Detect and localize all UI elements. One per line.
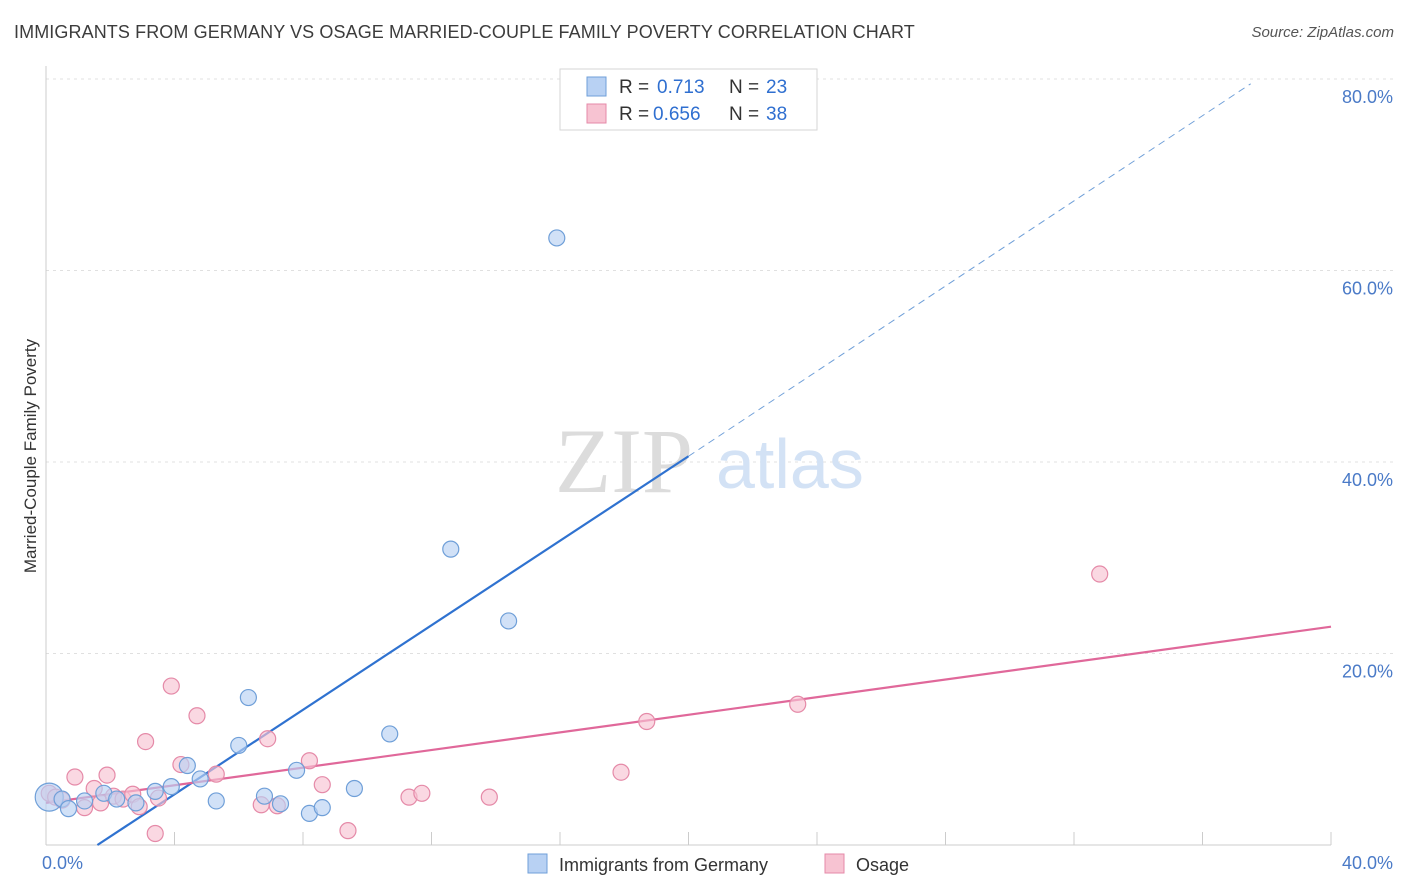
data-points	[34, 229, 1109, 843]
stats-legend: R = 0.713 N = 23 R = 0.656 N = 38	[559, 68, 818, 131]
y-tick-label-1: 40.0%	[1342, 470, 1393, 490]
y-tick-label-2: 60.0%	[1342, 279, 1393, 299]
point-germany-9	[178, 756, 196, 775]
point-osage-26	[413, 784, 431, 802]
series-legend-swatch-germany	[527, 853, 548, 874]
point-osage-24	[339, 822, 357, 840]
point-germany-21	[442, 540, 460, 558]
legend-n-value-osage: 38	[766, 104, 787, 125]
point-germany-16	[287, 761, 306, 779]
point-germany-5	[108, 790, 126, 808]
x-tick-label-1: 40.0%	[1342, 853, 1393, 873]
point-osage-31	[1091, 565, 1109, 583]
point-germany-20	[381, 725, 399, 743]
point-osage-12	[136, 732, 155, 751]
series-legend-osage: Osage	[856, 855, 909, 875]
trend-line-germany	[96, 455, 690, 846]
legend-swatch-germany	[586, 76, 607, 97]
point-germany-11	[207, 792, 225, 810]
legend-n-label-germany: N =	[729, 77, 759, 98]
point-germany-2	[59, 800, 78, 818]
point-germany-12	[230, 736, 248, 755]
zipatlas-watermark: ZIP atlas	[555, 410, 864, 512]
grid	[46, 78, 1393, 654]
legend-r-value-osage: 0.656	[653, 104, 701, 125]
chart-title: IMMIGRANTS FROM GERMANY VS OSAGE MARRIED…	[14, 22, 915, 42]
point-germany-8	[162, 777, 180, 796]
point-germany-22	[500, 612, 518, 630]
point-germany-18	[313, 799, 331, 817]
point-osage-23	[313, 776, 331, 794]
series-legend-swatch-osage	[824, 853, 845, 874]
y-tick-label-3: 80.0%	[1342, 87, 1393, 107]
point-osage-30	[789, 695, 807, 713]
legend-n-label-osage: N =	[729, 104, 759, 125]
tick-labels: 20.0% 40.0% 60.0% 80.0% 0.0% 40.0%	[42, 87, 1393, 873]
point-germany-7	[146, 782, 164, 800]
legend-r-label-germany: R =	[619, 77, 649, 98]
legend-swatch-osage	[586, 103, 607, 124]
point-germany-23	[548, 229, 566, 247]
point-osage-20	[259, 730, 277, 748]
watermark-zip: ZIP	[555, 410, 693, 512]
source-credit: Source: ZipAtlas.com	[1251, 24, 1394, 41]
point-osage-3	[66, 768, 84, 786]
point-osage-17	[188, 707, 206, 725]
point-germany-15	[271, 795, 290, 813]
series-legend: Immigrants from Germany Osage	[527, 853, 909, 875]
trend-line-germany-extension	[688, 83, 1251, 457]
y-tick-label-0: 20.0%	[1342, 662, 1393, 682]
axes	[45, 66, 1332, 846]
point-osage-29	[638, 712, 656, 731]
legend-r-label-osage: R =	[619, 104, 649, 125]
x-tick-label-0: 0.0%	[42, 853, 83, 873]
point-osage-18	[207, 765, 225, 783]
point-osage-15	[162, 677, 180, 695]
point-osage-7	[98, 766, 116, 784]
point-germany-13	[239, 688, 257, 707]
watermark-atlas: atlas	[716, 425, 864, 503]
trend-line-osage	[45, 625, 1332, 804]
point-osage-22	[300, 752, 319, 770]
point-germany-14	[255, 787, 274, 805]
y-axis-label: Married-Couple Family Poverty	[21, 338, 40, 573]
point-germany-6	[127, 794, 145, 812]
point-osage-13	[146, 824, 164, 843]
point-osage-28	[612, 763, 630, 781]
point-osage-27	[480, 788, 498, 806]
series-legend-germany: Immigrants from Germany	[559, 855, 768, 875]
legend-n-value-germany: 23	[766, 77, 787, 98]
point-germany-3	[75, 792, 94, 810]
point-germany-19	[345, 779, 363, 798]
legend-r-value-germany: 0.713	[657, 77, 705, 98]
point-germany-10	[191, 770, 209, 788]
